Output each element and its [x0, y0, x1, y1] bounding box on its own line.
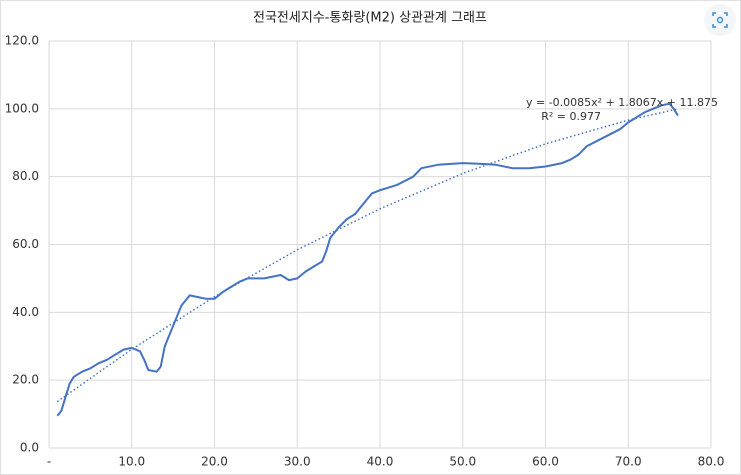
- x-tick-label: 70.0: [615, 455, 642, 469]
- x-tick-label: 10.0: [118, 455, 145, 469]
- y-tick-label: 80.0: [12, 169, 39, 183]
- focus-button[interactable]: [704, 4, 736, 36]
- data-line: [56, 102, 679, 417]
- x-tick-label: 60.0: [532, 455, 559, 469]
- y-tick-label: 40.0: [12, 305, 39, 319]
- y-tick-label: 0.0: [20, 441, 39, 455]
- chart-title: 전국전세지수-통화량(M2) 상관관계 그래프: [253, 11, 487, 26]
- x-tick-label: 30.0: [284, 455, 311, 469]
- y-tick-label: 120.0: [5, 34, 39, 48]
- x-tick-label: 80.0: [698, 455, 725, 469]
- x-tick-label: 40.0: [367, 455, 394, 469]
- x-tick-label: 50.0: [449, 455, 476, 469]
- trend-line: [56, 108, 679, 403]
- x-tick-label: 20.0: [201, 455, 228, 469]
- y-tick-label: 60.0: [12, 237, 39, 251]
- trend-equation: y = -0.0085x² + 1.8067x + 11.875: [526, 96, 718, 109]
- trend-r-squared: R² = 0.977: [541, 110, 601, 123]
- y-tick-label: 20.0: [12, 373, 39, 387]
- y-tick-label: 100.0: [5, 101, 39, 115]
- x-tick-label: -: [47, 455, 51, 469]
